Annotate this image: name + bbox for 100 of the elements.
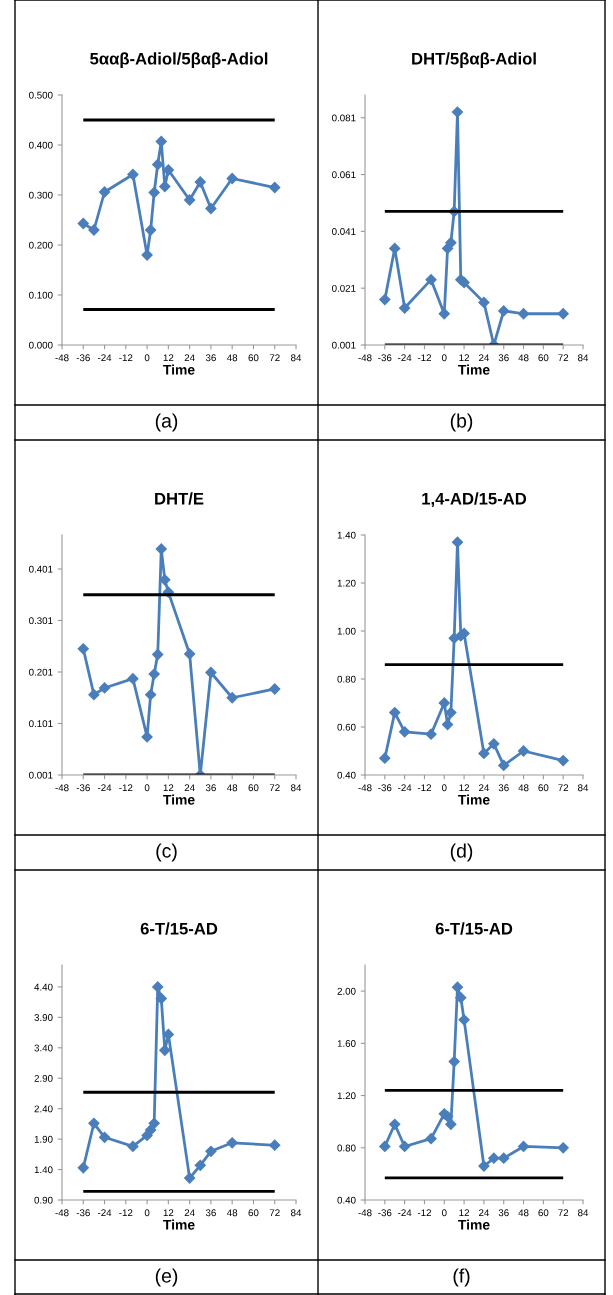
x-tick-label: 12 [163, 784, 174, 792]
y-tick-label: 0.401 [29, 565, 53, 573]
x-axis-title: Time [163, 364, 195, 375]
text: (e) [155, 1268, 178, 1287]
x-tick-label: -24 [97, 1209, 112, 1217]
x-tick-label: 36 [205, 354, 216, 362]
x-tick-label: -12 [417, 1209, 431, 1217]
x-axis-title: Time [458, 1219, 490, 1230]
y-tick-label: 0.041 [332, 228, 356, 235]
y-tick-label: 2.40 [34, 1105, 53, 1113]
x-tick-label: 0 [441, 1209, 447, 1217]
x-tick-label: 48 [227, 784, 238, 792]
y-tick-label: 3.90 [34, 1014, 53, 1021]
y-tick-label: 0.60 [337, 723, 356, 731]
chart-title: 6-T/15-AD [435, 922, 513, 935]
x-tick-label: 12 [163, 1209, 174, 1217]
x-tick-label: 48 [518, 354, 529, 362]
x-tick-label: 24 [478, 1209, 490, 1217]
x-tick-label: 60 [538, 1209, 549, 1217]
x-tick-label: 0 [144, 354, 150, 362]
x-tick-label: -12 [119, 784, 133, 792]
chart-title: 5ααβ-Adiol/5βαβ-Adiol [90, 52, 268, 68]
x-tick-label: 0 [144, 1209, 150, 1217]
y-tick-label: 0.90 [34, 1196, 53, 1204]
x-axis-title: Time [163, 1219, 195, 1230]
x-tick-label: 72 [269, 784, 280, 792]
x-tick-label: 24 [478, 784, 490, 792]
x-tick-label: -36 [378, 1209, 392, 1217]
x-tick-label: 84 [291, 354, 302, 362]
y-tick-label: 1.60 [337, 1040, 356, 1047]
x-tick-label: 36 [205, 1209, 216, 1217]
x-tick-label: 36 [498, 784, 509, 792]
x-axis-title: Time [458, 364, 490, 375]
x-tick-label: 0 [441, 784, 447, 792]
x-tick-label: 72 [269, 354, 280, 362]
text: (f) [453, 1268, 470, 1287]
x-tick-label: 60 [248, 784, 259, 792]
x-tick-label: -12 [417, 354, 431, 362]
y-tick-label: 0.80 [337, 675, 356, 683]
y-tick-label: 0.301 [29, 617, 53, 625]
x-tick-label: -24 [398, 1209, 412, 1217]
x-tick-label: 36 [205, 784, 216, 792]
x-tick-label: -12 [119, 1209, 133, 1217]
y-tick-label: 0.021 [332, 284, 356, 292]
x-tick-label: 60 [538, 354, 549, 362]
y-tick-label: 1.00 [337, 627, 356, 635]
y-tick-label: 0.300 [29, 191, 53, 199]
x-tick-label: 36 [498, 354, 509, 362]
y-tick-label: 0.400 [29, 141, 53, 149]
y-tick-label: 4.40 [34, 983, 53, 991]
y-tick-label: 0.40 [337, 1196, 356, 1204]
x-tick-label: 72 [558, 354, 569, 362]
x-tick-label: 24 [478, 354, 490, 362]
x-tick-label: 48 [518, 784, 529, 792]
y-tick-label: 2.90 [34, 1074, 53, 1082]
x-tick-label: -12 [119, 354, 133, 362]
x-tick-label: 60 [538, 784, 549, 792]
x-axis-title: Time [163, 794, 195, 805]
y-tick-label: 0.500 [29, 91, 53, 99]
x-tick-label: 60 [248, 354, 259, 362]
x-tick-label: 24 [184, 354, 195, 362]
x-tick-label: -36 [378, 784, 392, 792]
text: (c) [156, 843, 177, 862]
x-tick-label: -24 [398, 784, 412, 792]
x-tick-label: 36 [498, 1209, 509, 1217]
y-tick-label: 0.061 [332, 171, 356, 179]
y-tick-label: 0.081 [332, 114, 356, 122]
x-tick-label: 84 [291, 784, 302, 792]
x-tick-label: -48 [55, 784, 69, 792]
x-tick-label: 60 [248, 1209, 259, 1217]
x-tick-label: -36 [378, 354, 392, 362]
y-tick-label: 0.001 [29, 771, 53, 779]
x-tick-label: -36 [76, 1209, 90, 1217]
x-tick-label: 84 [578, 354, 589, 362]
y-tick-label: 1.90 [34, 1135, 53, 1143]
x-tick-label: 0 [144, 784, 150, 792]
chart-title: 1,4-AD/15-AD [422, 492, 527, 508]
y-tick-label: 0.40 [337, 771, 356, 779]
text: (a) [155, 413, 178, 432]
y-tick-label: 1.40 [337, 531, 356, 539]
x-tick-label: 72 [269, 1209, 280, 1217]
chart-title: 6-T/15-AD [140, 922, 218, 935]
x-tick-label: -24 [97, 784, 112, 792]
x-tick-label: 48 [518, 1209, 529, 1217]
x-tick-label: -36 [76, 784, 90, 792]
y-tick-label: 0.001 [332, 341, 356, 349]
x-tick-label: 24 [184, 784, 195, 792]
x-tick-label: 0 [441, 354, 447, 362]
y-tick-label: 1.20 [337, 1092, 356, 1100]
x-tick-label: -12 [417, 784, 431, 792]
x-tick-label: -48 [358, 1209, 372, 1217]
x-tick-label: -24 [97, 354, 112, 362]
x-tick-label: 72 [558, 784, 569, 792]
y-tick-label: 2.00 [337, 987, 356, 995]
x-tick-label: 12 [459, 1209, 470, 1217]
y-tick-label: 1.40 [34, 1166, 53, 1174]
x-tick-label: -48 [55, 354, 69, 362]
x-tick-label: 24 [184, 1209, 195, 1217]
chart-title: DHT/5βαβ-Adiol [412, 52, 536, 68]
chart-title: DHT/E [155, 492, 204, 505]
